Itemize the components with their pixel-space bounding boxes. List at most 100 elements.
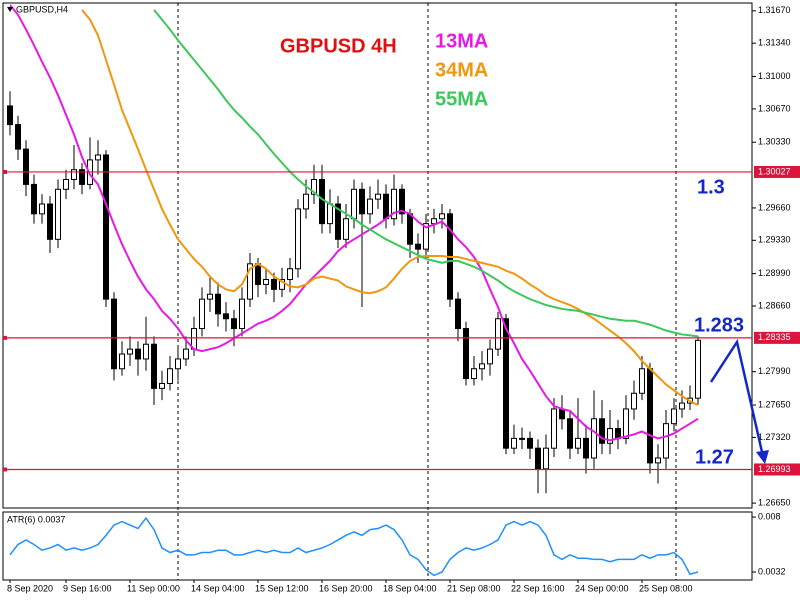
candle-body — [567, 418, 573, 449]
x-tick-label: 11 Sep 00:00 — [127, 583, 180, 593]
candle-body — [215, 293, 221, 315]
plot-layer: 1.31670 1.31340 1.31000 1.30670 1.30330 1.296… — [3, 4, 800, 593]
x-tick-label: 24 Sep 00:00 — [575, 583, 629, 593]
y-tick-label: 1.26650 — [758, 497, 791, 507]
y-tick-label: 1.30670 — [758, 103, 791, 113]
candle-body — [367, 198, 373, 215]
legend-entry: 13MA — [435, 30, 488, 52]
x-tick-label: 25 Sep 08:00 — [639, 583, 693, 593]
indicator-label: ATR(6) 0.0037 — [7, 514, 65, 524]
candle-body — [439, 213, 445, 220]
candle-body — [415, 243, 421, 250]
candle-body — [63, 179, 69, 190]
candle-body — [455, 298, 461, 330]
candle-body — [7, 105, 13, 126]
annotation: 1.27 — [695, 446, 734, 468]
candle-body — [695, 339, 701, 399]
candle-body — [575, 437, 581, 449]
candle-body — [391, 188, 397, 220]
annotation: 1.3 — [697, 176, 725, 198]
candle-body — [239, 298, 245, 330]
level-label-box — [754, 165, 800, 178]
candle-body — [183, 348, 189, 360]
candle-body — [543, 447, 549, 470]
candle-body — [551, 408, 557, 449]
candle-body — [535, 447, 541, 470]
candle-body — [279, 279, 285, 290]
candle-body — [495, 318, 501, 350]
candle-body — [511, 437, 517, 449]
price-plot — [7, 4, 701, 494]
x-tick-label: 18 Sep 04:00 — [383, 583, 437, 593]
y-tick-label: 1.30330 — [758, 137, 791, 147]
candle-body — [199, 298, 205, 330]
candle-body — [407, 213, 413, 245]
projection-arrow — [709, 338, 764, 453]
ma-line — [9, 4, 699, 442]
x-tick-label: 15 Sep 12:00 — [255, 583, 309, 593]
candle-body — [159, 382, 165, 389]
candle-body — [559, 408, 565, 420]
candle-body — [103, 154, 109, 300]
candle-body — [271, 279, 277, 290]
level-label-box — [754, 463, 800, 476]
candle-body — [71, 169, 77, 181]
symbol-label: GBPUSD,H4 — [16, 4, 68, 14]
candle-body — [319, 179, 325, 225]
candle-body — [647, 368, 653, 464]
candle-body — [639, 368, 645, 394]
y-tick-label: 1.28660 — [758, 300, 791, 310]
candle-body — [167, 368, 173, 384]
candle-body — [359, 188, 365, 215]
atr-plot — [9, 516, 699, 577]
candle-body — [503, 318, 509, 449]
ma-line — [153, 9, 699, 338]
candle-body — [23, 148, 29, 185]
candle-body — [423, 223, 429, 250]
level-marker — [3, 335, 7, 340]
candle-body — [663, 423, 669, 459]
arrow-head — [756, 450, 769, 464]
candle-body — [375, 193, 381, 200]
candle-body — [231, 318, 237, 330]
candle-body — [631, 392, 637, 410]
level-marker — [3, 467, 7, 472]
candle-body — [615, 428, 621, 439]
candle-body — [623, 408, 629, 439]
candle-body — [679, 402, 685, 410]
atr-frame — [2, 511, 753, 581]
level-label-box — [754, 331, 800, 344]
candle-body — [255, 263, 261, 285]
candle-body — [335, 203, 341, 240]
candle-body — [399, 188, 405, 215]
candle-body — [327, 203, 333, 225]
candle-body — [591, 418, 597, 459]
y-tick-label: 1.27650 — [758, 399, 791, 409]
candle-body — [31, 183, 37, 215]
y-tick-label: 1.27990 — [758, 366, 791, 376]
y-tick-label: 1.31000 — [758, 71, 791, 81]
level-marker — [3, 169, 7, 174]
ma-line — [81, 9, 699, 406]
candle-body — [95, 154, 101, 161]
y-tick-label: 1.28990 — [758, 268, 791, 278]
candle-body — [343, 218, 349, 240]
candle-body — [287, 268, 293, 281]
x-tick-label: 9 Sep 16:00 — [63, 583, 112, 593]
candle-body — [135, 348, 141, 360]
atr-line — [9, 516, 699, 577]
x-tick-label: 8 Sep 2020 — [7, 583, 53, 593]
symbol-marker — [7, 7, 13, 12]
candle-body — [471, 368, 477, 380]
candle-body — [607, 428, 613, 444]
annotation: 1.283 — [694, 314, 744, 336]
y-tick-label: 1.29660 — [758, 202, 791, 212]
candle-body — [79, 169, 85, 185]
candle-body — [599, 418, 605, 444]
candle-body — [119, 353, 125, 370]
legend-entry: 55MA — [435, 88, 488, 110]
level-label: 1.30027 — [758, 166, 791, 176]
